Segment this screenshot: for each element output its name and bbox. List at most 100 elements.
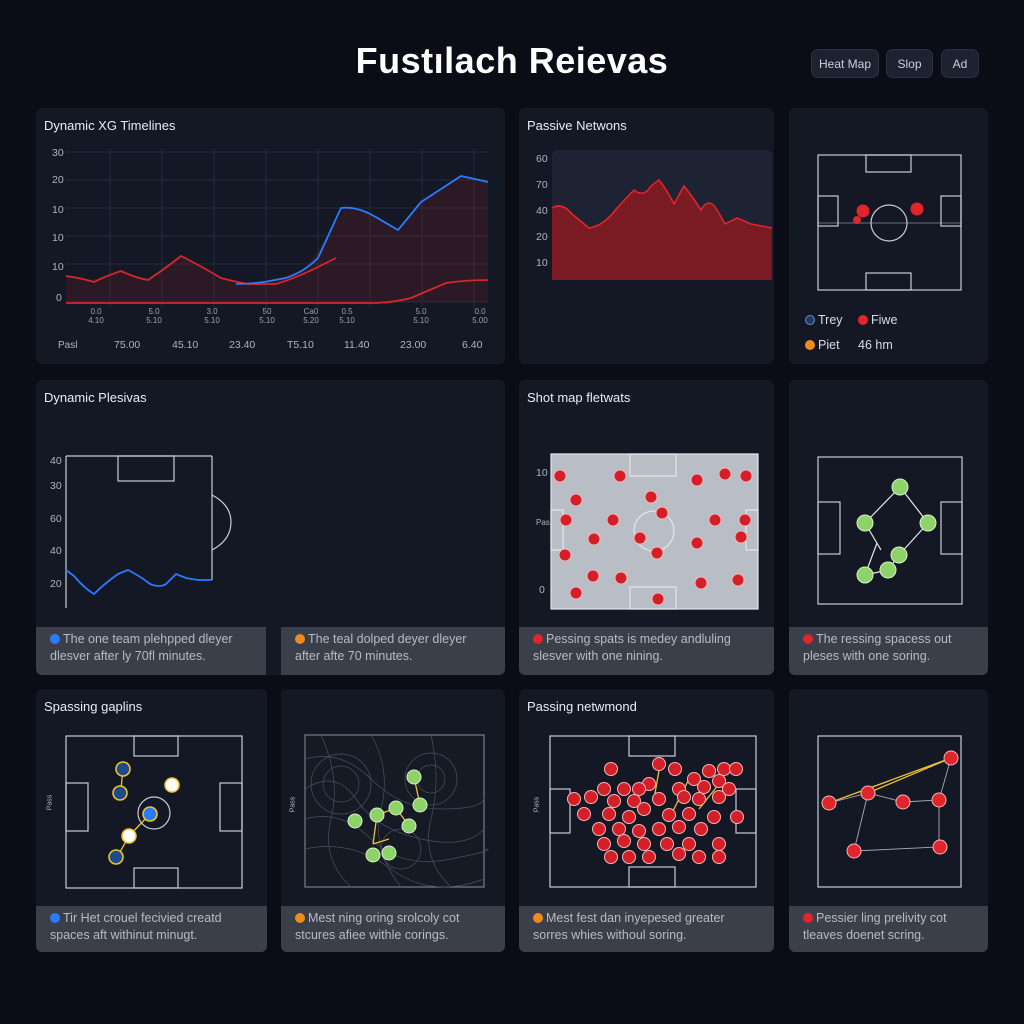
- tick-label: 0.0: [474, 307, 486, 316]
- shot-map-diagram: [550, 453, 759, 610]
- plesivas-chart: [65, 455, 232, 608]
- orange-dot-icon: [533, 913, 543, 923]
- y-label: Pas: [536, 518, 550, 527]
- network-node: [632, 782, 646, 796]
- network-node: [652, 757, 666, 771]
- tick-label: 5.20: [303, 316, 319, 325]
- red-dot-icon: [803, 634, 813, 644]
- network-node: [604, 762, 618, 776]
- legend-item-fiwe: Fiwe: [858, 313, 897, 327]
- network-node: [617, 782, 631, 796]
- orange-dot-icon: [805, 340, 815, 350]
- network-node: [722, 782, 736, 796]
- passive-networks-panel: Passive Netwons 60 70 40 20 10: [519, 108, 774, 364]
- network-node: [592, 822, 606, 836]
- xg-timeline-chart: [65, 148, 489, 308]
- red-network-panel: Pessier ling prelivity cot tleaves doene…: [789, 689, 988, 952]
- x-label: 6.40: [462, 339, 483, 351]
- red-dot-icon: [858, 315, 868, 325]
- x-label: 75.00: [114, 339, 141, 351]
- caption-7: Mest fest dan inyepesed greater sorres w…: [519, 906, 774, 952]
- caption-1: The one team plehpped dleyer dlesver aft…: [36, 627, 266, 675]
- network-node: [682, 837, 696, 851]
- network-node: [577, 807, 591, 821]
- ad-button[interactable]: Ad: [941, 49, 979, 78]
- y-label: 40: [50, 545, 62, 557]
- network-node: [672, 847, 686, 861]
- network-node: [692, 850, 706, 864]
- tick-label: 50: [262, 307, 272, 316]
- y-label: 0: [56, 292, 62, 304]
- network-node: [632, 824, 646, 838]
- tick-label: 5.0: [415, 307, 427, 316]
- network-node: [668, 762, 682, 776]
- caption-3: Pessing spats is medey andluling slesver…: [519, 627, 774, 675]
- tick-label: 5.10: [259, 316, 275, 325]
- network-node: [597, 782, 611, 796]
- network-node: [694, 822, 708, 836]
- caption-4: The ressing spacess out pleses with one …: [789, 627, 988, 675]
- y-label: 70: [536, 179, 548, 191]
- network-node: [712, 837, 726, 851]
- network-node: [637, 837, 651, 851]
- tick-label: 5.10: [339, 316, 355, 325]
- slop-button[interactable]: Slop: [886, 49, 933, 78]
- blue-dot-icon: [50, 913, 60, 923]
- tick-label: 4.10: [88, 316, 104, 325]
- network-node: [622, 810, 636, 824]
- contour-network-panel: Pass Mest ning oring srolcoly cot stcure…: [281, 689, 505, 952]
- network-node: [697, 780, 711, 794]
- shot-map-panel: Shot map fletwats 10 Pas 0 Pessing spats…: [519, 380, 774, 675]
- xg-timelines-panel: Dynamic XG Timelines 30 20 10 10 10 0 0.…: [36, 108, 505, 364]
- network-node: [729, 762, 743, 776]
- y-label: 20: [52, 174, 64, 186]
- passing-network-panel: Passing netwmond Pass Mest fest dan inye…: [519, 689, 774, 952]
- y-label: 20: [536, 231, 548, 243]
- contour-network-diagram: [304, 734, 489, 888]
- network-node: [627, 794, 641, 808]
- heat-map-button[interactable]: Heat Map: [811, 49, 879, 78]
- network-pitch-panel: The ressing spacess out pleses with one …: [789, 380, 988, 675]
- y-label: 0: [539, 584, 545, 596]
- network-node: [712, 774, 726, 788]
- caption-8: Pessier ling prelivity cot tleaves doene…: [789, 906, 988, 952]
- y-label: 40: [536, 205, 548, 217]
- spassing-panel: Spassing gaplins Pass Tir Het crouel fec…: [36, 689, 267, 952]
- tick-label: 5.00: [472, 316, 488, 325]
- network-node: [622, 850, 636, 864]
- y-label: 60: [50, 513, 62, 525]
- xg-timelines-title: Dynamic XG Timelines: [44, 118, 176, 133]
- tick-label: Ca0: [303, 307, 319, 316]
- passive-area-chart: [551, 150, 773, 280]
- network-node: [707, 810, 721, 824]
- network-node: [652, 792, 666, 806]
- y-label: 10: [536, 467, 548, 479]
- y-label: 10: [536, 257, 548, 269]
- tick-label: 5.0: [148, 307, 160, 316]
- x-label: 11.40: [344, 339, 370, 351]
- network-node: [712, 850, 726, 864]
- dynamic-plesivas-panel: Dynamic Plesivas 40 30 60 40 20 The one …: [36, 380, 505, 675]
- network-node: [607, 794, 621, 808]
- legend-item-piet: Piet: [805, 338, 840, 352]
- spassing-pitch: [65, 735, 243, 889]
- tick-label: 5.10: [413, 316, 429, 325]
- red-dot-icon: [533, 634, 543, 644]
- network-node: [660, 837, 674, 851]
- network-node: [702, 764, 716, 778]
- y-label: 60: [536, 153, 548, 165]
- caption-6: Mest ning oring srolcoly cot stcures afi…: [281, 906, 505, 952]
- x-label: 23.00: [400, 339, 427, 351]
- caption-5: Tir Het crouel fecivied creatd spaces af…: [36, 906, 267, 952]
- network-node: [717, 762, 731, 776]
- passing-network-diagram: [549, 735, 757, 888]
- tick-label: 3.0: [206, 307, 218, 316]
- y-label: 40: [50, 455, 62, 467]
- blue-dot-icon: [805, 315, 815, 325]
- tick-label: 5.10: [204, 316, 220, 325]
- y-label: 10: [52, 204, 64, 216]
- network-node: [712, 790, 726, 804]
- network-node: [730, 810, 744, 824]
- orange-dot-icon: [295, 913, 305, 923]
- network-node: [642, 850, 656, 864]
